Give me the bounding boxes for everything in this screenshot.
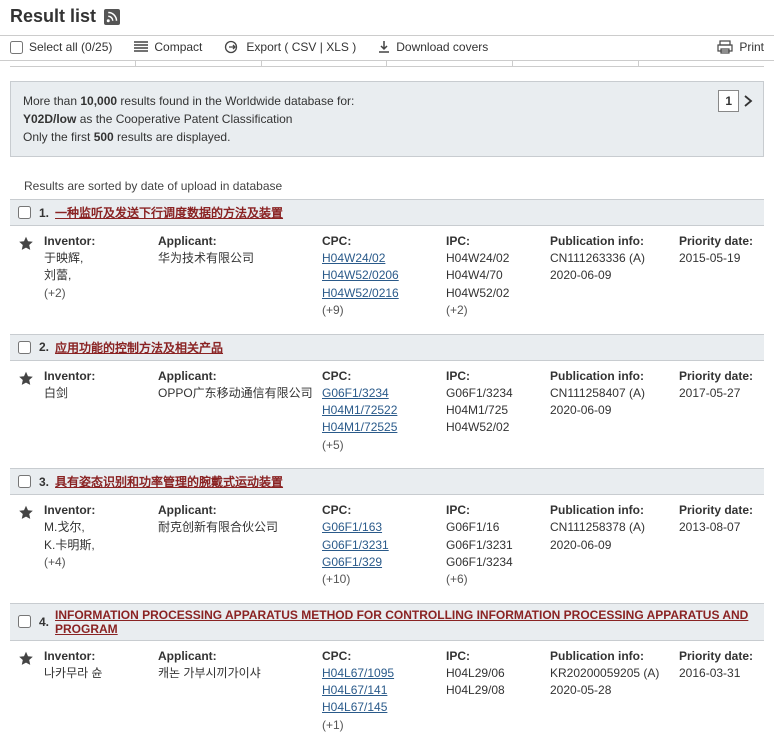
result-item: 3. 具有姿态识别和功率管理的腕戴式运动装置 Inventor: M.戈尔,K.… (10, 468, 764, 601)
result-header: 1. 一种监听及发送下行调度数据的方法及装置 (10, 199, 764, 226)
download-covers-button[interactable]: Download covers (378, 40, 488, 54)
print-label: Print (739, 40, 764, 54)
applicant-col: Applicant: 耐克创新有限合伙公司 (158, 503, 318, 589)
cpc-col: CPC: G06F1/3234H04M1/72522H04M1/72525(+5… (322, 369, 442, 455)
separator (10, 61, 764, 67)
pub-col: Publication info: CN111263336 (A)2020-06… (550, 234, 675, 320)
result-checkbox[interactable] (18, 615, 31, 628)
page-title: Result list (10, 6, 96, 27)
result-checkbox[interactable] (18, 341, 31, 354)
result-item: 4. INFORMATION PROCESSING APPARATUS METH… (10, 603, 764, 746)
cpc-link[interactable]: H04W52/0216 (322, 286, 399, 300)
result-item: 2. 应用功能的控制方法及相关产品 Inventor: 白剑 Applicant… (10, 334, 764, 467)
pager: 1 (718, 90, 753, 112)
cpc-link[interactable]: H04L67/141 (322, 683, 387, 697)
result-number: 2. (39, 340, 49, 354)
cpc-link[interactable]: H04M1/72525 (322, 420, 397, 434)
result-title-link[interactable]: 一种监听及发送下行调度数据的方法及装置 (55, 204, 283, 221)
download-icon (378, 40, 390, 54)
ipc-col: IPC: H04L29/06H04L29/08 (446, 649, 546, 735)
ipc-col: IPC: H04W24/02H04W4/70H04W52/02(+2) (446, 234, 546, 320)
compact-button[interactable]: Compact (134, 40, 202, 54)
result-header: 3. 具有姿态识别和功率管理的腕戴式运动装置 (10, 468, 764, 495)
rss-icon[interactable] (104, 9, 120, 25)
inventor-col: Inventor: 나카무라 슌 (44, 649, 154, 735)
cpc-link[interactable]: H04M1/72522 (322, 403, 397, 417)
cpc-link[interactable]: H04W24/02 (322, 251, 385, 265)
print-button[interactable]: Print (717, 40, 764, 54)
applicant-col: Applicant: 캐논 가부시끼가이샤 (158, 649, 318, 735)
result-number: 4. (39, 615, 49, 629)
result-number: 1. (39, 206, 49, 220)
print-icon (717, 40, 733, 54)
export-label: Export ( CSV | XLS ) (246, 40, 356, 54)
compact-label: Compact (154, 40, 202, 54)
cpc-col: CPC: H04L67/1095H04L67/141H04L67/145(+1) (322, 649, 442, 735)
pub-col: Publication info: KR20200059205 (A)2020-… (550, 649, 675, 735)
inventor-col: Inventor: 于映辉,刘蕾,(+2) (44, 234, 154, 320)
ipc-col: IPC: G06F1/3234H04M1/725H04W52/02 (446, 369, 546, 455)
download-covers-label: Download covers (396, 40, 488, 54)
star-icon[interactable] (18, 371, 34, 387)
prio-col: Priority date: 2016-03-31 (679, 649, 769, 735)
prio-col: Priority date: 2013-08-07 (679, 503, 769, 589)
cpc-col: CPC: G06F1/163G06F1/3231G06F1/329(+10) (322, 503, 442, 589)
ipc-col: IPC: G06F1/16G06F1/3231G06F1/3234(+6) (446, 503, 546, 589)
result-title-link[interactable]: 具有姿态识别和功率管理的腕戴式运动装置 (55, 473, 283, 490)
export-button[interactable]: Export ( CSV | XLS ) (224, 40, 356, 54)
star-icon[interactable] (18, 505, 34, 521)
prio-col: Priority date: 2015-05-19 (679, 234, 769, 320)
cpc-link[interactable]: H04L67/1095 (322, 666, 394, 680)
inventor-col: Inventor: M.戈尔,K.卡明斯,(+4) (44, 503, 154, 589)
result-item: 1. 一种监听及发送下行调度数据的方法及装置 Inventor: 于映辉,刘蕾,… (10, 199, 764, 332)
result-header: 4. INFORMATION PROCESSING APPARATUS METH… (10, 603, 764, 641)
cpc-link[interactable]: G06F1/329 (322, 555, 382, 569)
cpc-link[interactable]: H04L67/145 (322, 700, 387, 714)
result-title-link[interactable]: INFORMATION PROCESSING APPARATUS METHOD … (55, 608, 756, 636)
cpc-link[interactable]: G06F1/3234 (322, 386, 389, 400)
export-icon (224, 40, 240, 54)
cpc-col: CPC: H04W24/02H04W52/0206H04W52/0216(+9) (322, 234, 442, 320)
star-icon[interactable] (18, 236, 34, 252)
next-page-icon[interactable] (743, 94, 753, 108)
page-number[interactable]: 1 (718, 90, 739, 112)
toolbar: Select all (0/25) Compact Export ( CSV |… (0, 35, 774, 61)
result-checkbox[interactable] (18, 206, 31, 219)
cpc-link[interactable]: G06F1/3231 (322, 538, 389, 552)
inventor-col: Inventor: 白剑 (44, 369, 154, 455)
result-title-link[interactable]: 应用功能的控制方法及相关产品 (55, 339, 223, 356)
list-icon (134, 41, 148, 53)
select-all-checkbox[interactable] (10, 41, 23, 54)
applicant-col: Applicant: 华为技术有限公司 (158, 234, 318, 320)
pub-col: Publication info: CN111258378 (A)2020-06… (550, 503, 675, 589)
result-number: 3. (39, 475, 49, 489)
applicant-col: Applicant: OPPO广东移动通信有限公司 (158, 369, 318, 455)
star-icon[interactable] (18, 651, 34, 667)
select-all-toggle[interactable]: Select all (0/25) (10, 40, 112, 54)
cpc-link[interactable]: H04W52/0206 (322, 268, 399, 282)
sort-note: Results are sorted by date of upload in … (0, 175, 774, 197)
result-info-box: 1 More than 10,000 results found in the … (10, 81, 764, 157)
pub-col: Publication info: CN111258407 (A)2020-06… (550, 369, 675, 455)
cpc-link[interactable]: G06F1/163 (322, 520, 382, 534)
result-header: 2. 应用功能的控制方法及相关产品 (10, 334, 764, 361)
result-checkbox[interactable] (18, 475, 31, 488)
select-all-label: Select all (0/25) (29, 40, 112, 54)
prio-col: Priority date: 2017-05-27 (679, 369, 769, 455)
